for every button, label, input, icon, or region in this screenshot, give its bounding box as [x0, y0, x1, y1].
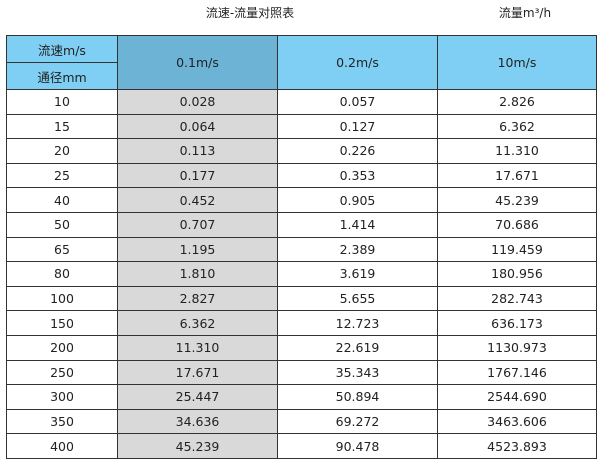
flow-cell: 119.459: [437, 236, 597, 263]
diameter-header: 通径mm: [6, 62, 118, 90]
table-row: 80 1.810 3.619 180.956: [6, 261, 597, 287]
flow-cell: 0.226: [277, 138, 438, 164]
flow-cell: 35.343: [277, 359, 438, 386]
flow-cell: 50.894: [277, 384, 438, 410]
flow-cell: 4523.893: [437, 433, 597, 459]
flow-cell: 1130.973: [437, 334, 597, 361]
flow-cell: 0.452: [117, 187, 278, 213]
table-row: 100 2.827 5.655 282.743: [6, 285, 597, 312]
flow-cell: 69.272: [277, 408, 438, 435]
diameter-cell: 10: [6, 89, 118, 115]
diameter-cell: 350: [6, 408, 118, 435]
flow-cell: 34.636: [117, 408, 278, 435]
diameter-cell: 50: [6, 211, 118, 238]
flow-cell: 11.310: [117, 334, 278, 361]
flow-cell: 1767.146: [437, 359, 597, 386]
column-header-0.1: 0.1m/s: [117, 35, 278, 90]
table-row: 150 6.362 12.723 636.173: [6, 310, 597, 336]
flow-cell: 1.810: [117, 261, 278, 287]
flow-cell: 0.057: [277, 89, 438, 115]
velocity-header: 流速m/s: [6, 35, 118, 63]
diameter-cell: 25: [6, 162, 118, 189]
table-row: 300 25.447 50.894 2544.690: [6, 384, 597, 410]
flow-cell: 5.655: [277, 285, 438, 312]
flow-cell: 11.310: [437, 138, 597, 164]
diameter-cell: 65: [6, 236, 118, 263]
table-row: 40 0.452 0.905 45.239: [6, 187, 597, 213]
table-title: 流速-流量对照表: [205, 6, 295, 20]
flow-cell: 282.743: [437, 285, 597, 312]
diameter-cell: 150: [6, 310, 118, 336]
flow-cell: 0.028: [117, 89, 278, 115]
diameter-cell: 200: [6, 334, 118, 361]
diameter-cell: 250: [6, 359, 118, 386]
diameter-cell: 20: [6, 138, 118, 164]
flow-cell: 0.064: [117, 113, 278, 140]
flow-cell: 22.619: [277, 334, 438, 361]
diameter-cell: 400: [6, 433, 118, 459]
table-row: 65 1.195 2.389 119.459: [6, 236, 597, 263]
diameter-cell: 80: [6, 261, 118, 287]
unit-label: 流量m³/h: [498, 6, 552, 20]
table-row: 50 0.707 1.414 70.686: [6, 211, 597, 238]
flow-cell: 25.447: [117, 384, 278, 410]
table-row: 15 0.064 0.127 6.362: [6, 113, 597, 140]
table-row: 400 45.239 90.478 4523.893: [6, 433, 597, 459]
flow-cell: 1.195: [117, 236, 278, 263]
flow-cell: 45.239: [117, 433, 278, 459]
flow-cell: 2.826: [437, 89, 597, 115]
flow-table: 流速m/s 0.1m/s 0.2m/s 10m/s 通径mm 10 0.028 0.…: [6, 35, 597, 459]
flow-cell: 0.127: [277, 113, 438, 140]
flow-cell: 70.686: [437, 211, 597, 238]
flow-cell: 0.707: [117, 211, 278, 238]
table-row: 250 17.671 35.343 1767.146: [6, 359, 597, 386]
flow-cell: 3463.606: [437, 408, 597, 435]
column-header-10: 10m/s: [437, 35, 597, 90]
diameter-cell: 40: [6, 187, 118, 213]
flow-cell: 2544.690: [437, 384, 597, 410]
flow-cell: 3.619: [277, 261, 438, 287]
table-row: 20 0.113 0.226 11.310: [6, 138, 597, 164]
flow-cell: 45.239: [437, 187, 597, 213]
table-row: 25 0.177 0.353 17.671: [6, 162, 597, 189]
flow-cell: 0.905: [277, 187, 438, 213]
flow-cell: 636.173: [437, 310, 597, 336]
flow-cell: 0.177: [117, 162, 278, 189]
flow-cell: 2.827: [117, 285, 278, 312]
flow-cell: 17.671: [117, 359, 278, 386]
flow-cell: 12.723: [277, 310, 438, 336]
flow-cell: 17.671: [437, 162, 597, 189]
table-row: 10 0.028 0.057 2.826: [6, 89, 597, 115]
flow-cell: 90.478: [277, 433, 438, 459]
column-header-0.2: 0.2m/s: [277, 35, 438, 90]
table-row: 350 34.636 69.272 3463.606: [6, 408, 597, 435]
flow-cell: 0.113: [117, 138, 278, 164]
flow-cell: 180.956: [437, 261, 597, 287]
flow-cell: 6.362: [437, 113, 597, 140]
table-row: 200 11.310 22.619 1130.973: [6, 334, 597, 361]
flow-cell: 0.353: [277, 162, 438, 189]
flow-cell: 2.389: [277, 236, 438, 263]
diameter-cell: 100: [6, 285, 118, 312]
flow-cell: 6.362: [117, 310, 278, 336]
diameter-cell: 300: [6, 384, 118, 410]
diameter-cell: 15: [6, 113, 118, 140]
flow-cell: 1.414: [277, 211, 438, 238]
